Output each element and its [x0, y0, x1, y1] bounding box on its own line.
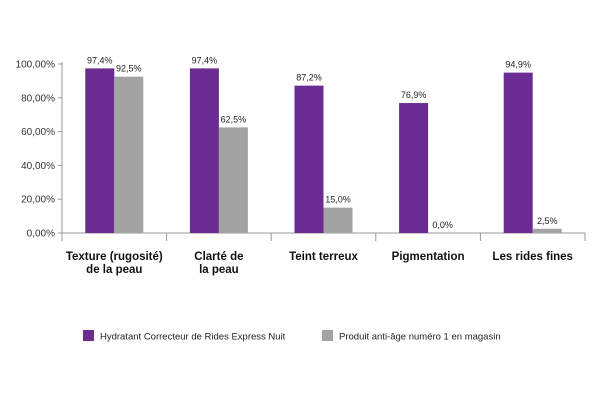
y-tick-label: 60,00% — [21, 127, 55, 138]
data-label: 87,2% — [296, 73, 322, 83]
bar-series-1-cat-5 — [503, 72, 533, 233]
y-tick-label: 0,00% — [27, 229, 55, 240]
x-category-label: la peau — [199, 264, 239, 276]
data-label: 15,0% — [325, 195, 351, 205]
data-label: 0,0% — [432, 220, 453, 230]
y-tick-label: 80,00% — [21, 93, 55, 104]
y-tick-label: 100,00% — [16, 60, 56, 71]
bar-series-1-cat-4 — [399, 103, 429, 233]
bar-series-2-cat-2 — [218, 127, 248, 233]
data-label: 62,5% — [221, 114, 247, 124]
legend-swatch-2 — [322, 330, 333, 341]
bars-group — [85, 68, 562, 233]
data-label: 76,9% — [401, 90, 427, 100]
x-axis: Texture (rugosité)de la peau Clarté dela … — [61, 232, 586, 276]
x-category-label: Teint terreux — [289, 251, 358, 263]
x-category-label: de la peau — [86, 264, 142, 276]
bar-series-1-cat-3 — [294, 85, 324, 233]
legend-swatch-1 — [83, 330, 94, 341]
data-label: 97,4% — [192, 55, 218, 65]
x-category-label: Pigmentation — [392, 251, 465, 263]
data-labels-group: 97,4%92,5%97,4%62,5%87,2%15,0%76,9%0,0%9… — [87, 55, 557, 230]
x-category-label: Clarté de — [194, 251, 243, 263]
bar-series-2-cat-5 — [532, 228, 562, 233]
legend: Hydratant Correcteur de Rides Express Nu… — [83, 330, 501, 343]
data-label: 94,9% — [505, 60, 531, 70]
data-label: 2,5% — [537, 216, 558, 226]
y-axis: 0,00% 20,00% 40,00% 60,00% 80,00% 100,00% — [16, 60, 63, 240]
y-tick-label: 20,00% — [21, 195, 55, 206]
bar-series-1-cat-1 — [85, 68, 115, 233]
bar-series-2-cat-1 — [114, 76, 144, 233]
data-label: 92,5% — [116, 64, 142, 74]
legend-label-2: Produit anti-âge numéro 1 en magasin — [339, 332, 501, 343]
x-category-label: Texture (rugosité) — [66, 251, 163, 263]
x-category-label: Les rides fines — [492, 251, 573, 263]
bar-series-1-cat-2 — [189, 68, 219, 233]
legend-label-1: Hydratant Correcteur de Rides Express Nu… — [100, 332, 286, 343]
bar-series-2-cat-3 — [323, 207, 353, 233]
y-tick-label: 40,00% — [21, 161, 55, 172]
data-label: 97,4% — [87, 55, 113, 65]
